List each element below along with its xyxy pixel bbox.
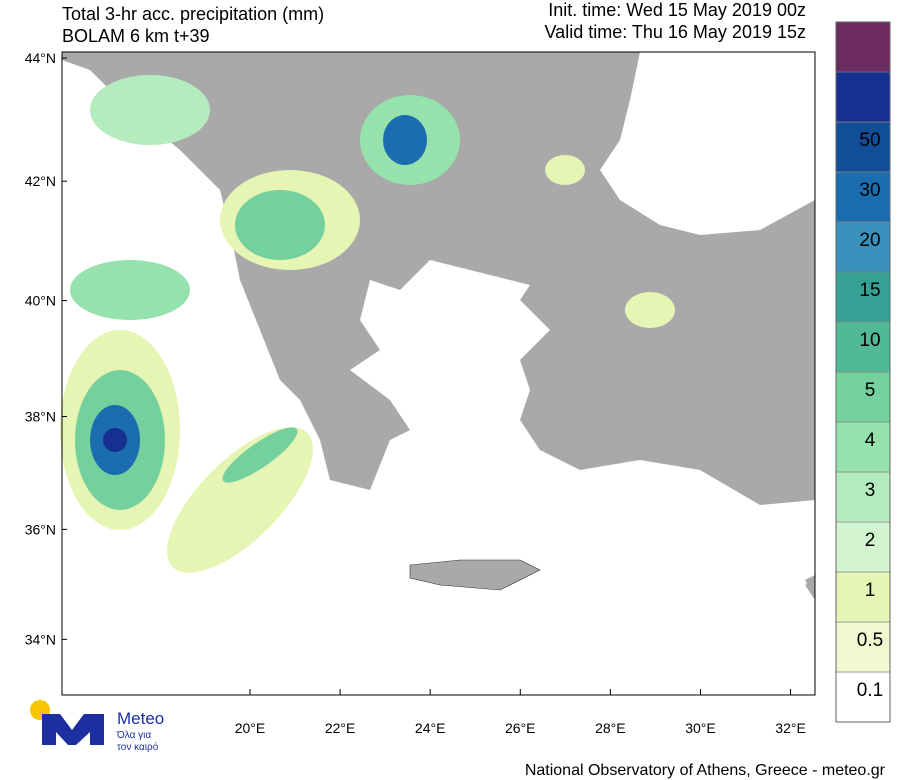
lon-tick-label: 30°E — [685, 720, 716, 736]
colorbar-label: 15 — [859, 280, 880, 301]
colorbar-box — [835, 621, 891, 673]
lat-tick-label: 44°N — [25, 50, 56, 66]
title: Total 3-hr acc. precipitation (mm) — [62, 4, 324, 24]
colorbar-label: 10 — [859, 330, 880, 351]
colorbar-box — [835, 521, 891, 573]
logo-tagline: τον καιρό — [117, 741, 159, 753]
colorbar-box — [835, 171, 891, 223]
footer: National Observatory of Athens, Greece -… — [525, 762, 886, 779]
lon-tick-label: 22°E — [325, 720, 356, 736]
precip-area — [167, 427, 313, 573]
precip-area — [383, 115, 427, 165]
valid-time: Valid time: Thu 16 May 2019 15z — [545, 22, 806, 42]
africa — [805, 575, 815, 600]
colorbar-frame — [835, 21, 891, 723]
colorbar-box — [835, 671, 891, 723]
colorbar-label: 2 — [865, 530, 876, 551]
colorbar-box — [835, 421, 891, 473]
colorbar-label: 3 — [865, 480, 876, 501]
lon-tick-label: 24°E — [415, 720, 446, 736]
lon-tick-label: 26°E — [505, 720, 536, 736]
logo-name: Meteo — [117, 709, 164, 728]
lat-tick-label: 34°N — [25, 631, 56, 647]
black-sea — [600, 52, 815, 235]
colorbar-label: 4 — [865, 430, 876, 451]
lon-tick-label: 32°E — [775, 720, 806, 736]
precip-area — [70, 260, 190, 320]
colorbar-label: 30 — [859, 180, 880, 201]
map — [60, 51, 816, 696]
init-time: Init. time: Wed 15 May 2019 00z — [548, 0, 806, 20]
colorbar: 0.1 0.5 1 2 3 4 5 10 15 20 30 50 — [835, 21, 891, 723]
colorbar-box — [835, 121, 891, 173]
logo: Meteo Όλα για τον καιρό — [30, 700, 164, 753]
colorbar-box — [835, 221, 891, 273]
colorbar-label: 0.1 — [857, 680, 883, 701]
precip-area — [90, 75, 210, 145]
colorbar-label: 0.5 — [857, 630, 883, 651]
colorbar-label: 50 — [859, 130, 880, 151]
colorbar-label: 20 — [859, 230, 880, 251]
axes: 44°N 42°N 40°N 38°N 36°N 34°N 20°E 22°E 24°E 26°E… — [25, 50, 806, 736]
logo-tagline: Όλα για — [116, 730, 151, 741]
colorbar-box — [835, 371, 891, 423]
precip-area — [222, 427, 298, 483]
precip-area — [545, 155, 585, 185]
colorbar-label: 5 — [865, 380, 876, 401]
precip-area — [103, 428, 127, 452]
colorbar-box — [835, 71, 891, 123]
colorbar-box — [835, 271, 891, 323]
lon-tick-label: 28°E — [595, 720, 626, 736]
lon-tick-label: 20°E — [235, 720, 266, 736]
logo-mark — [42, 714, 104, 745]
lat-tick-label: 36°N — [25, 521, 56, 537]
lat-tick-label: 42°N — [25, 173, 56, 189]
precip-area — [625, 292, 675, 328]
precip-area — [235, 190, 325, 260]
colorbar-box — [835, 321, 891, 373]
precipitation — [60, 75, 675, 573]
colorbar-box — [835, 571, 891, 623]
lat-tick-label: 40°N — [25, 293, 56, 309]
colorbar-box — [835, 21, 891, 73]
lat-tick-label: 38°N — [25, 409, 56, 425]
model: BOLAM 6 km t+39 — [62, 26, 210, 46]
colorbar-box — [835, 471, 891, 523]
colorbar-label: 1 — [865, 580, 876, 601]
crete — [409, 559, 541, 591]
map-frame — [61, 51, 816, 696]
